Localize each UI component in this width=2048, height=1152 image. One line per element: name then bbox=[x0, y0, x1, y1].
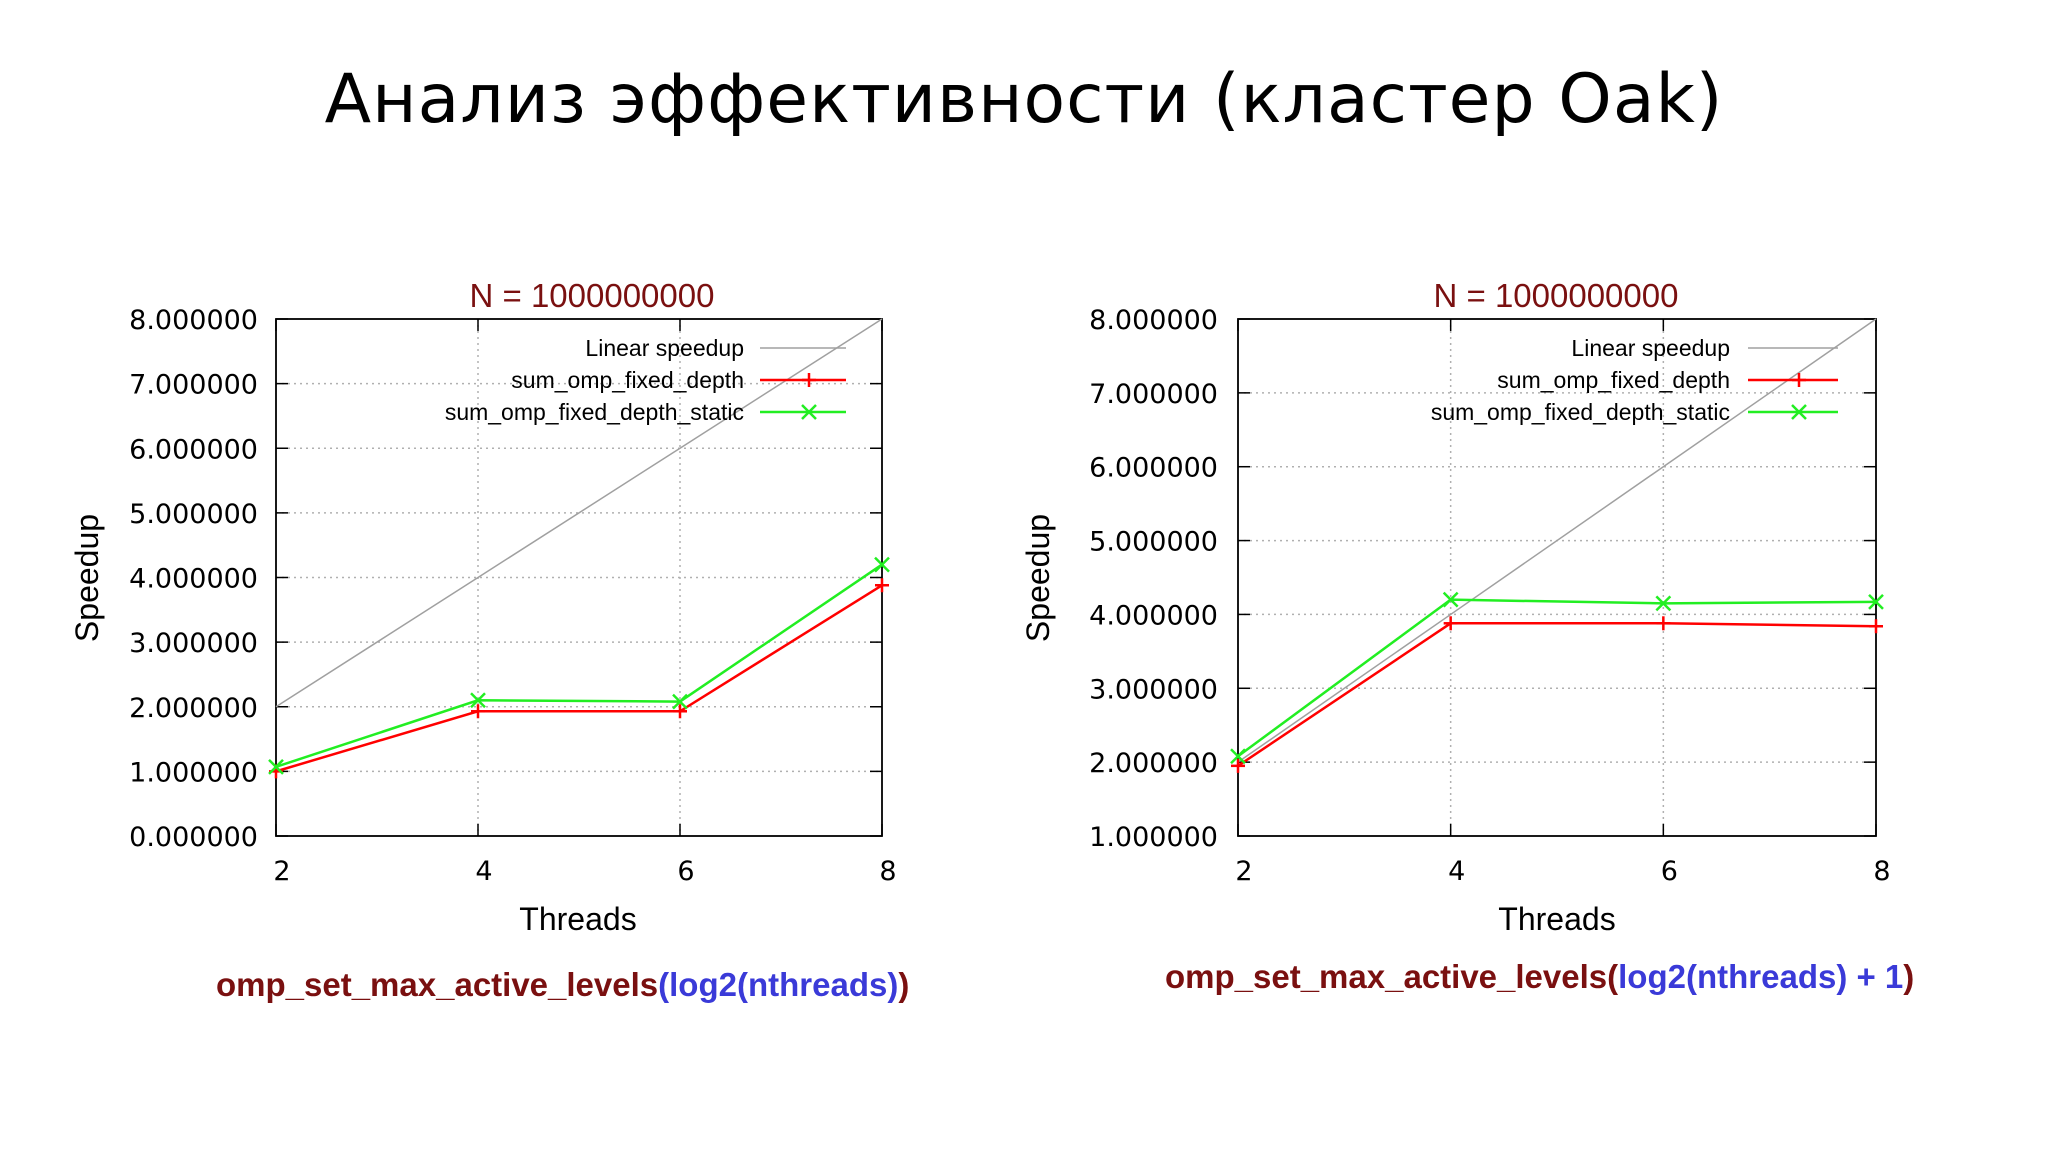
caption-left-argument: log2(nthreads) bbox=[669, 966, 899, 1003]
chart1-series-2-point-3 bbox=[1868, 593, 1884, 610]
chart0-series-2-point-0 bbox=[268, 758, 284, 775]
chart1-series-2-point-1-d2 bbox=[1442, 591, 1459, 608]
chart1-x-axis-label: Threads bbox=[1498, 901, 1615, 937]
chart0-series-2-point-2-d2 bbox=[672, 693, 688, 710]
chart0-ytick-label-1: 1.000000 bbox=[129, 757, 258, 788]
caption-right-open-paren: ( bbox=[1607, 958, 1619, 995]
chart1-ytick-label-2: 3.000000 bbox=[1089, 674, 1218, 705]
chart0-xtick-label-1: 4 bbox=[475, 856, 492, 887]
chart0-ytick-label-6: 6.000000 bbox=[129, 434, 258, 465]
chart1-y-axis-label: Speedup bbox=[1020, 514, 1056, 642]
chart0-series-0-line bbox=[275, 318, 883, 708]
chart1-series-0-line bbox=[1237, 318, 1877, 763]
chart1-legend-label-1: sum_omp_fixed_depth bbox=[1497, 367, 1730, 393]
caption-left-close-paren: ) bbox=[898, 966, 910, 1003]
chart1-xtick-label-3: 8 bbox=[1873, 856, 1890, 887]
chart0-x-axis-label: Threads bbox=[519, 901, 636, 937]
chart0-legend-marker-2 bbox=[801, 404, 817, 420]
chart1-ytick-label-4: 5.000000 bbox=[1089, 527, 1218, 558]
chart0-series-1-point-1 bbox=[471, 704, 485, 719]
chart0-series-2-point-2 bbox=[672, 693, 688, 710]
chart0-legend-label-1: sum_omp_fixed_depth bbox=[511, 367, 744, 393]
chart1-ytick-label-6: 7.000000 bbox=[1089, 379, 1218, 410]
caption-right-function: omp_set_max_active_levels bbox=[1165, 958, 1608, 995]
caption-right-argument: log2(nthreads) + 1 bbox=[1618, 958, 1904, 995]
chart1-series-2-point-2-d2 bbox=[1655, 595, 1672, 612]
chart0-series-1-point-3 bbox=[875, 578, 889, 593]
chart1-series-2-line bbox=[1237, 598, 1877, 758]
caption-right-close-paren: ) bbox=[1903, 958, 1915, 995]
caption-left-function: omp_set_max_active_levels bbox=[216, 966, 659, 1003]
chart0-ytick-label-3: 3.000000 bbox=[129, 628, 258, 659]
chart0-y-axis-label: Speedup bbox=[69, 514, 105, 642]
chart0-series-2-point-3 bbox=[874, 556, 890, 573]
chart1-series-2-point-0 bbox=[1230, 748, 1246, 765]
chart1-series-2-point-1 bbox=[1442, 591, 1459, 608]
chart0-series-2-point-0-d2 bbox=[268, 758, 284, 775]
chart1-series-1-point-2 bbox=[1656, 616, 1671, 631]
chart0-ytick-label-7: 7.000000 bbox=[129, 370, 258, 401]
chart1-plot-frame bbox=[1237, 318, 1877, 837]
chart0-legend-label-2: sum_omp_fixed_depth_static bbox=[445, 399, 744, 425]
chart0-series-2-point-1-d2 bbox=[470, 692, 486, 709]
chart0-legend-label-0: Linear speedup bbox=[585, 335, 744, 361]
chart0-series-2-point-1 bbox=[470, 692, 486, 709]
caption-left: omp_set_max_active_levels(log2(nthreads)… bbox=[216, 966, 909, 1004]
chart0-series-1-point-2 bbox=[673, 704, 687, 719]
chart0-plot-frame bbox=[275, 318, 883, 837]
caption-left-open-paren: ( bbox=[658, 966, 670, 1003]
chart0-series-2-point-3-d2 bbox=[874, 556, 890, 573]
chart1-series-1-line bbox=[1237, 622, 1877, 767]
chart1-series-1-point-3 bbox=[1869, 619, 1883, 634]
chart1-xtick-label-1: 4 bbox=[1448, 856, 1465, 887]
chart1-series-2-point-3-d2 bbox=[1868, 593, 1884, 610]
caption-right: omp_set_max_active_levels(log2(nthreads)… bbox=[1165, 958, 1914, 996]
chart1-title: N = 1000000000 bbox=[1434, 277, 1679, 314]
chart1-series-2-point-2 bbox=[1655, 595, 1672, 612]
chart0-legend-marker-1 bbox=[802, 373, 816, 387]
chart0-xtick-label-2: 6 bbox=[677, 856, 694, 887]
chart1-legend-marker-2-d2 bbox=[1791, 404, 1807, 420]
chart0-series-1-line bbox=[275, 584, 883, 773]
chart1-ytick-label-3: 4.000000 bbox=[1089, 600, 1218, 631]
chart0-title: N = 1000000000 bbox=[470, 277, 715, 314]
chart1-legend-marker-1 bbox=[1792, 373, 1806, 387]
chart0-legend-marker-2-d2 bbox=[801, 404, 817, 420]
chart0-ytick-label-5: 5.000000 bbox=[129, 499, 258, 530]
chart1-series-1-point-0 bbox=[1231, 758, 1245, 773]
chart1-ytick-label-5: 6.000000 bbox=[1089, 453, 1218, 484]
chart1-ytick-label-0: 1.000000 bbox=[1089, 822, 1218, 853]
chart0-ytick-label-8: 8.000000 bbox=[129, 305, 258, 336]
chart0-xtick-label-3: 8 bbox=[879, 856, 896, 887]
chart0-ytick-label-0: 0.000000 bbox=[129, 822, 258, 853]
chart0-ytick-label-4: 4.000000 bbox=[129, 564, 258, 595]
chart0-ytick-label-2: 2.000000 bbox=[129, 693, 258, 724]
chart1-series-1-point-1 bbox=[1443, 616, 1458, 631]
chart1-ytick-label-7: 8.000000 bbox=[1089, 305, 1218, 336]
chart0-series-2-line bbox=[275, 563, 883, 769]
chart1-series-2-point-0-d2 bbox=[1230, 748, 1246, 765]
chart1-legend-label-0: Linear speedup bbox=[1571, 335, 1730, 361]
chart1-legend-label-2: sum_omp_fixed_depth_static bbox=[1431, 399, 1730, 425]
slide-title: Анализ эффективности (кластер Oak) bbox=[324, 60, 1724, 139]
chart1-legend-marker-2 bbox=[1791, 404, 1807, 420]
chart1-xtick-label-0: 2 bbox=[1235, 856, 1252, 887]
chart0-xtick-label-0: 2 bbox=[273, 856, 290, 887]
chart1-ytick-label-1: 2.000000 bbox=[1089, 748, 1218, 779]
chart1-xtick-label-2: 6 bbox=[1661, 856, 1678, 887]
